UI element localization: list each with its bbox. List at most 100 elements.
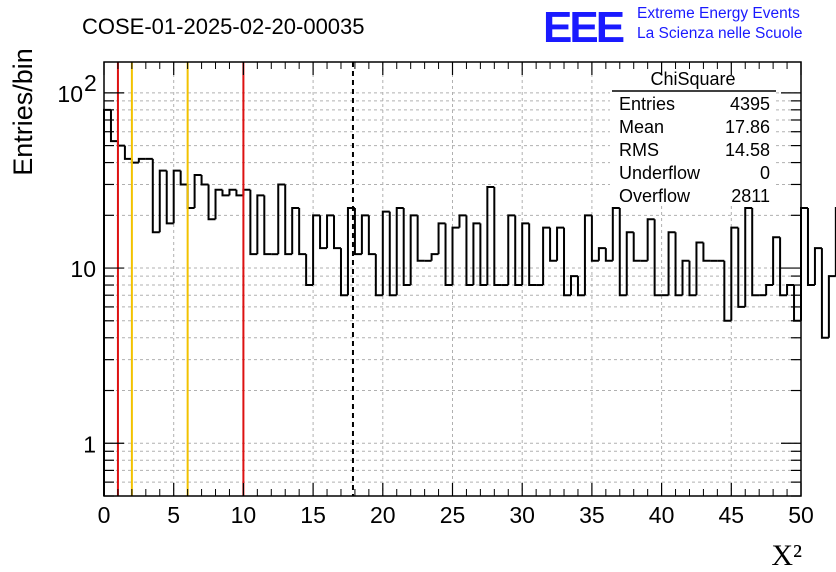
histogram-bin (772, 236, 781, 286)
histogram-bin (528, 223, 537, 287)
histogram-bin (786, 284, 795, 296)
histogram-bin (158, 169, 167, 233)
x-tick-label: 40 (649, 502, 675, 528)
histogram-bin (137, 157, 146, 163)
histogram-bin (381, 210, 390, 296)
histogram-bin (353, 208, 362, 256)
histogram-bin (465, 215, 474, 287)
histogram-bin (493, 187, 502, 287)
x-tick-label: 0 (98, 502, 111, 528)
histogram-bars (103, 108, 836, 496)
histogram-bin (103, 108, 111, 496)
histogram-bin (109, 109, 118, 143)
y-tick-label-exponent: 2 (84, 70, 97, 96)
histogram-bin (730, 226, 739, 321)
histogram-bin (458, 214, 467, 228)
histogram-bin (298, 208, 307, 256)
histogram-bin (583, 214, 592, 296)
histogram-bin (263, 195, 272, 256)
histogram-bin (151, 158, 160, 234)
histogram-bin (479, 223, 488, 287)
histogram-bin (123, 145, 132, 160)
histogram-bin (228, 188, 237, 196)
stats-underflow-value: 0 (760, 163, 770, 183)
histogram-bin (409, 214, 418, 286)
histogram-bin (576, 276, 585, 297)
x-tick-label: 20 (370, 502, 396, 528)
x-tick-label: 30 (509, 502, 535, 528)
logo-line-1: Extreme Energy Events (637, 5, 800, 22)
histogram-bin (333, 215, 341, 250)
x-tick-label: 50 (788, 502, 814, 528)
histogram-bin (444, 223, 453, 287)
histogram-bin (702, 242, 711, 262)
stats-entries-value: 4395 (730, 94, 770, 114)
histogram-bin (437, 222, 446, 255)
logo-line-2: La Scienza nelle Scuole (637, 25, 802, 42)
histogram-bin (319, 215, 328, 250)
histogram-bin (793, 285, 801, 322)
histogram-bin (207, 184, 216, 221)
histogram-bin (604, 248, 613, 262)
histogram-bin (388, 211, 397, 297)
histogram-bin (653, 219, 662, 297)
histogram-bin (618, 208, 627, 297)
histogram-bin (193, 173, 202, 209)
stats-mean-value: 17.86 (725, 117, 770, 137)
histogram-bin (507, 214, 516, 286)
histogram-bin (521, 222, 530, 286)
histogram-bin (249, 189, 258, 256)
x-tick-label: 35 (579, 502, 605, 528)
stats-rms-label: RMS (619, 140, 659, 160)
y-tick-label: 10 (57, 81, 83, 107)
histogram-bin (681, 259, 690, 296)
x-tick-label: 25 (440, 502, 466, 528)
stats-box: ChiSquare Entries 4395 Mean 17.86 RMS 14… (610, 64, 776, 206)
histogram-bin (569, 275, 578, 296)
histogram-bin (291, 207, 300, 255)
histogram-bin (806, 208, 815, 287)
stats-mean-label: Mean (619, 117, 664, 137)
histogram-bin (800, 207, 808, 321)
histogram-bin (367, 215, 376, 256)
stats-overflow-label: Overflow (619, 186, 691, 206)
histogram-bin (326, 214, 335, 249)
histogram-bin (172, 169, 181, 224)
histogram-bin (632, 232, 641, 262)
histogram-bin (277, 183, 286, 255)
histogram-bin (179, 170, 188, 186)
histogram-bin (625, 231, 634, 296)
stats-title: ChiSquare (650, 69, 735, 89)
histogram-bin (284, 184, 293, 256)
histogram-bin (667, 231, 676, 296)
histogram-bin (235, 189, 244, 197)
histogram-bin (116, 141, 125, 147)
histogram-bin (827, 275, 836, 338)
histogram-bin (688, 260, 697, 297)
histogram-bin (360, 214, 369, 255)
x-tick-label: 5 (167, 502, 180, 528)
histogram-bin (221, 189, 230, 197)
histogram-bin (556, 226, 565, 261)
axis-ticks (103, 62, 802, 497)
histogram-bin (590, 215, 599, 262)
reference-lines (116, 62, 354, 496)
histogram-bin (611, 207, 620, 261)
stats-overflow-value: 2811 (731, 186, 770, 206)
histogram-bin (549, 227, 558, 262)
histogram-bin (430, 253, 439, 261)
histogram-bin (737, 227, 746, 308)
histogram-bin (242, 188, 251, 196)
x-tick-label: 10 (231, 502, 257, 528)
histogram-bin (395, 207, 404, 296)
histogram-bin (312, 214, 321, 286)
histogram-bin (339, 248, 348, 297)
histogram-bin (779, 237, 788, 297)
y-tick-label: 10 (70, 256, 96, 282)
x-axis-title: X² (771, 539, 802, 572)
eee-logo-mark: EEE (543, 3, 624, 52)
histogram-bin (695, 241, 704, 296)
histogram-bin (563, 227, 571, 297)
histogram-bin (646, 218, 655, 261)
